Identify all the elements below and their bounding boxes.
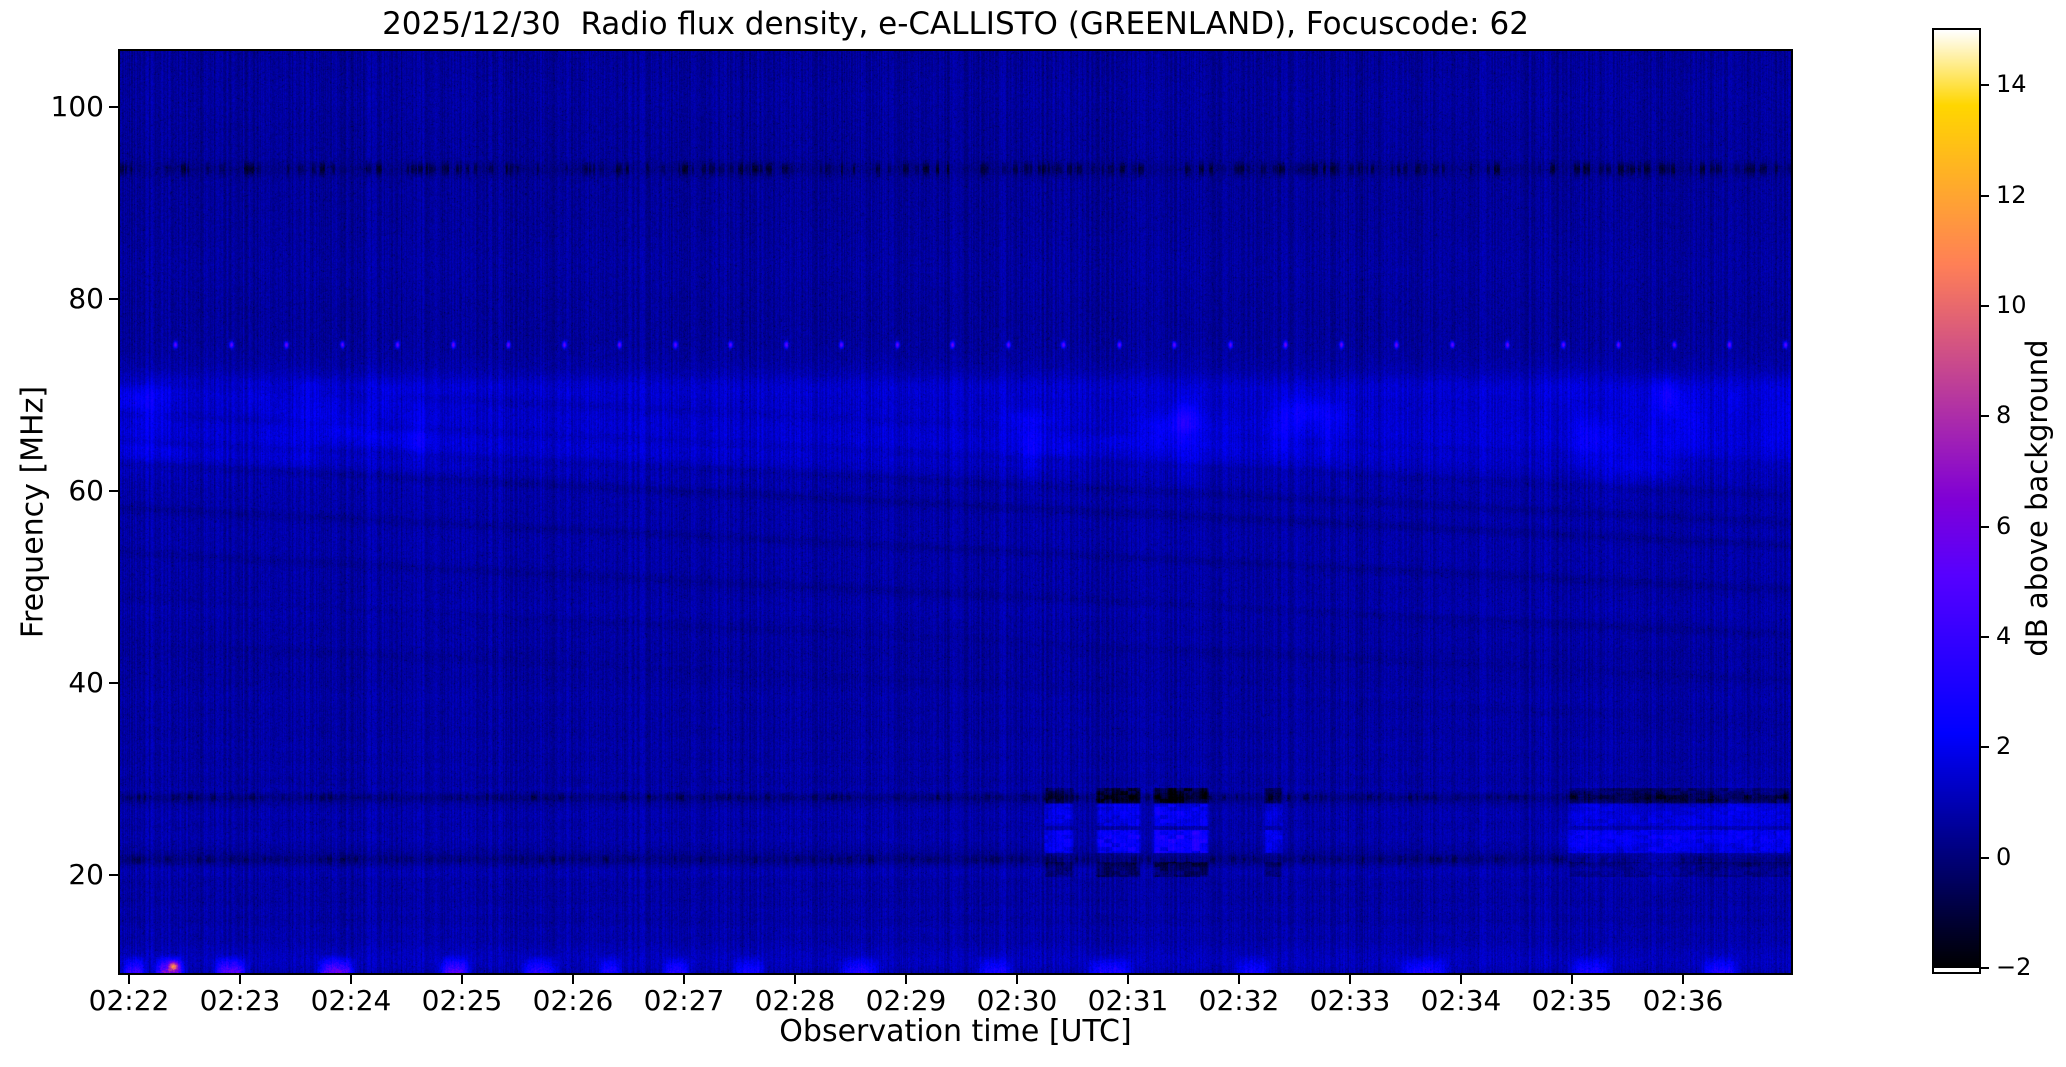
- colorbar-tickmark: [1981, 636, 1989, 638]
- colorbar-tickmark: [1981, 84, 1989, 86]
- colorbar-tick-label: 14: [1996, 70, 2027, 98]
- colorbar-tick-label: 4: [1996, 622, 2012, 650]
- x-tickmark: [1238, 975, 1240, 984]
- colorbar-tick-label: −2: [1996, 953, 2032, 981]
- x-tick-label: 02:34: [1420, 984, 1502, 1017]
- chart-title: 2025/12/30 Radio flux density, e-CALLIST…: [382, 6, 1529, 42]
- x-tick-label: 02:32: [1198, 984, 1280, 1017]
- x-axis-label: Observation time [UTC]: [779, 1014, 1132, 1049]
- x-tickmark: [239, 975, 241, 984]
- x-tickmark: [1127, 975, 1129, 984]
- x-tickmark: [1016, 975, 1018, 984]
- x-tick-label: 02:25: [421, 984, 503, 1017]
- colorbar-tickmark: [1981, 415, 1989, 417]
- spectrogram-heatmap: [120, 51, 1791, 973]
- colorbar-gradient: [1934, 30, 1979, 968]
- x-tickmark: [128, 975, 130, 984]
- x-tickmark: [350, 975, 352, 984]
- x-tick-label: 02:31: [1087, 984, 1169, 1017]
- x-tickmark: [1571, 975, 1573, 984]
- y-tick-label: 20: [68, 858, 104, 891]
- colorbar-tick-label: 10: [1996, 291, 2027, 319]
- colorbar-tickmark: [1981, 857, 1989, 859]
- x-tick-label: 02:29: [865, 984, 947, 1017]
- x-tick-label: 02:30: [976, 984, 1058, 1017]
- y-tick-label: 80: [68, 282, 104, 315]
- x-tickmark: [683, 975, 685, 984]
- y-tick-label: 60: [68, 474, 104, 507]
- colorbar-tickmark: [1981, 746, 1989, 748]
- x-tick-label: 02:36: [1642, 984, 1724, 1017]
- x-tick-label: 02:27: [643, 984, 725, 1017]
- x-tickmark: [1349, 975, 1351, 984]
- colorbar-tick-label: 12: [1996, 181, 2027, 209]
- x-tick-label: 02:24: [310, 984, 392, 1017]
- x-tick-label: 02:28: [754, 984, 836, 1017]
- x-tickmark: [905, 975, 907, 984]
- y-tickmark: [109, 490, 118, 492]
- y-tickmark: [109, 874, 118, 876]
- x-tickmark: [572, 975, 574, 984]
- y-tick-label: 100: [50, 90, 104, 123]
- x-tickmark: [461, 975, 463, 984]
- x-tick-label: 02:33: [1309, 984, 1391, 1017]
- x-tick-label: 02:23: [199, 984, 281, 1017]
- x-tick-label: 02:22: [88, 984, 170, 1017]
- x-tick-label: 02:26: [532, 984, 614, 1017]
- y-tick-label: 40: [68, 666, 104, 699]
- colorbar-tickmark: [1981, 195, 1989, 197]
- colorbar-label: dB above background: [2020, 339, 2054, 657]
- y-tickmark: [109, 106, 118, 108]
- colorbar-tickmark: [1981, 305, 1989, 307]
- x-tickmark: [794, 975, 796, 984]
- x-tick-label: 02:35: [1531, 984, 1613, 1017]
- x-tickmark: [1682, 975, 1684, 984]
- colorbar-tickmark: [1981, 967, 1989, 969]
- colorbar-tick-label: 0: [1996, 843, 2012, 871]
- colorbar-tick-label: 2: [1996, 732, 2012, 760]
- y-axis-label: Frequency [MHz]: [15, 385, 51, 639]
- x-tickmark: [1460, 975, 1462, 984]
- y-tickmark: [109, 298, 118, 300]
- colorbar-tickmark: [1981, 526, 1989, 528]
- y-tickmark: [109, 682, 118, 684]
- colorbar-tick-label: 6: [1996, 512, 2012, 540]
- colorbar-tick-label: 8: [1996, 401, 2012, 429]
